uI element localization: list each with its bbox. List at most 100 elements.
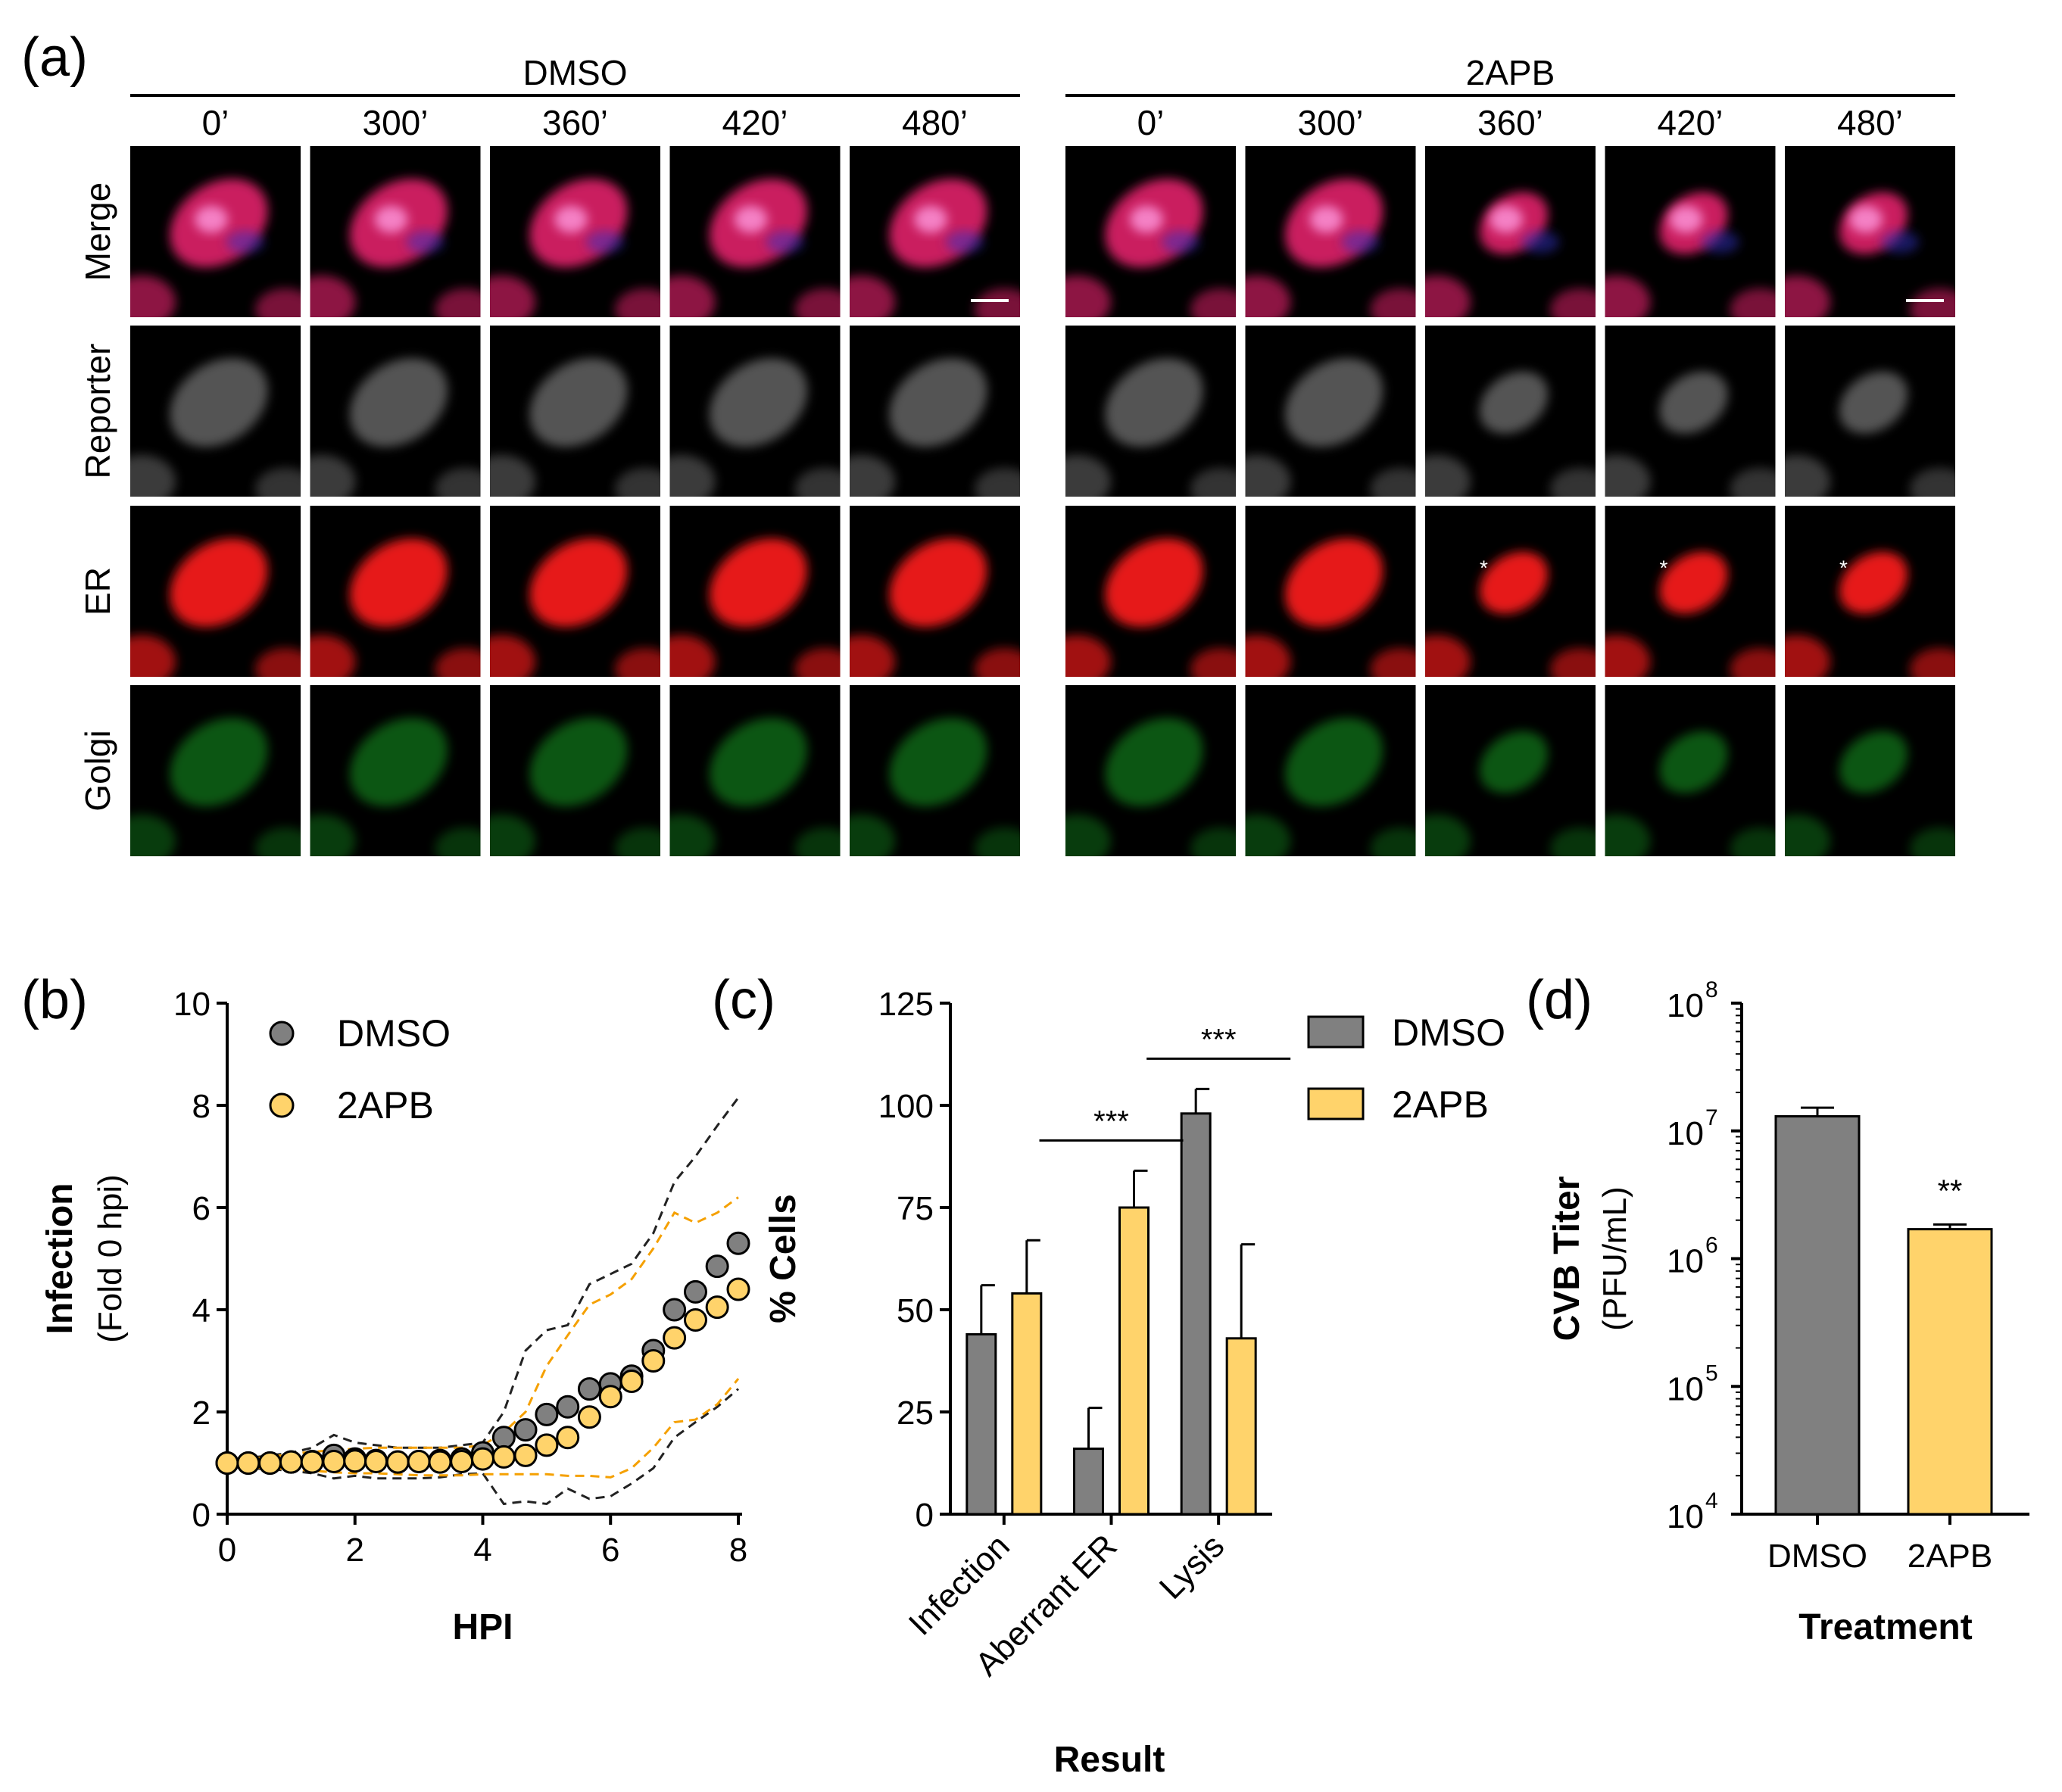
tile-content <box>1425 192 1596 317</box>
main-cell <box>349 538 448 628</box>
neighbour-cell <box>435 827 481 856</box>
y-tick-label: 10 4 <box>1667 1488 1718 1535</box>
neighbour-cell <box>1190 288 1236 317</box>
x-tick-label: 0 <box>218 1532 236 1569</box>
micrograph-tile-dmso-er-0 <box>130 506 301 677</box>
merge-highlight <box>1849 205 1883 233</box>
micrograph-tile-2apb-reporter-1 <box>1245 326 1416 497</box>
neighbour-cell <box>1190 827 1236 856</box>
neighbour-cell <box>975 288 1020 317</box>
neighbour-cell <box>1730 288 1776 317</box>
legend-label-dmso: DMSO <box>337 1012 451 1055</box>
neighbour-cell <box>1730 827 1776 856</box>
neighbour-cell <box>1605 815 1651 856</box>
data-point-2apb <box>450 1449 474 1473</box>
data-point-2apb <box>705 1295 729 1320</box>
micrograph-tile-dmso-golgi-4 <box>850 685 1020 856</box>
neighbour-cell <box>130 635 176 677</box>
merge-blue <box>1162 230 1199 254</box>
main-cell <box>1659 371 1728 434</box>
micrograph-tile-dmso-er-3 <box>669 506 841 677</box>
tile-content <box>310 538 481 677</box>
merge-highlight <box>1130 205 1163 233</box>
main-cell <box>1284 718 1384 807</box>
neighbour-cell <box>1550 648 1596 677</box>
neighbour-cell <box>1065 815 1111 856</box>
x-tick-label: DMSO <box>1767 1538 1867 1575</box>
row-label-golgi: Golgi <box>78 730 117 811</box>
main-cell <box>1284 538 1384 628</box>
merge-blue <box>1341 230 1380 254</box>
merge-highlight <box>554 205 588 233</box>
tile-content <box>669 179 841 317</box>
neighbour-cell <box>435 648 481 677</box>
tile-content <box>1245 179 1416 317</box>
neighbour-cell <box>1370 827 1416 856</box>
data-point-2apb <box>598 1385 622 1409</box>
neighbour-cell <box>669 815 716 856</box>
neighbour-cell <box>255 648 301 677</box>
tile-content <box>310 358 481 497</box>
data-point-2apb <box>491 1445 516 1469</box>
merge-highlight <box>195 205 228 233</box>
y-tick-label: 0 <box>916 1497 934 1534</box>
neighbour-cell <box>1910 648 1955 677</box>
y-tick-base: 10 <box>1667 1115 1704 1152</box>
y-tick-base: 10 <box>1667 1498 1704 1535</box>
tile-content <box>490 718 660 856</box>
neighbour-cell <box>1065 276 1111 317</box>
ci-band-upper-dmso <box>226 1097 740 1462</box>
time-label: 360’ <box>1477 103 1543 142</box>
neighbour-cell <box>310 815 356 856</box>
data-point-dmso <box>726 1231 750 1255</box>
panel-b-chart: (b) 0 2 4 6 8 10 0 2 4 6 8 HPI Infection (Fold 0 hpi)… <box>21 970 750 1647</box>
main-cell <box>170 358 268 447</box>
tile-content <box>490 179 660 317</box>
neighbour-cell <box>615 288 660 317</box>
main-cell <box>1479 371 1549 434</box>
neighbour-cell <box>1550 827 1596 856</box>
main-cell <box>170 538 268 628</box>
data-point-dmso <box>663 1298 687 1322</box>
tile-content <box>1605 371 1776 497</box>
micrograph-tile-2apb-merge-2 <box>1425 146 1596 317</box>
main-cell <box>529 718 628 807</box>
panel-a-label: (a) <box>21 27 88 88</box>
y-tick-label: 75 <box>897 1190 934 1227</box>
y-tick-base: 10 <box>1667 987 1704 1024</box>
time-label: 0’ <box>202 103 229 142</box>
y-tick-label: 25 <box>897 1395 934 1432</box>
neighbour-cell <box>130 815 176 856</box>
significance-label: ** <box>1938 1173 1963 1208</box>
neighbour-cell <box>1730 648 1776 677</box>
data-point-2apb <box>343 1449 367 1473</box>
merge-blue <box>226 230 264 254</box>
neighbour-cell <box>669 455 716 497</box>
neighbour-cell <box>615 827 660 856</box>
tile-content <box>1785 371 1955 497</box>
x-tick-label: 4 <box>473 1532 491 1569</box>
neighbour-cell <box>1425 455 1471 497</box>
tile-content <box>130 718 301 856</box>
neighbour-cell <box>310 635 356 677</box>
neighbour-cell <box>1730 468 1776 497</box>
x-tick-label: 6 <box>601 1532 619 1569</box>
data-point-dmso <box>705 1254 729 1279</box>
tile-content: * <box>1605 551 1776 677</box>
merge-blue <box>1881 230 1919 254</box>
y-tick-label: 100 <box>878 1088 934 1125</box>
micrograph-tile-dmso-golgi-3 <box>669 685 841 856</box>
data-point-2apb <box>385 1450 410 1474</box>
micrograph-tile-dmso-merge-4 <box>850 146 1020 317</box>
micrograph-tile-2apb-merge-1 <box>1245 146 1416 317</box>
micrograph-tile-dmso-golgi-2 <box>490 685 660 856</box>
ci-band-lower-dmso <box>226 1388 739 1506</box>
neighbour-cell <box>1785 455 1830 497</box>
tile-content <box>130 538 301 677</box>
tile-content: * <box>1785 551 1955 677</box>
micrograph-tile-2apb-reporter-0 <box>1065 326 1236 497</box>
data-point-2apb <box>513 1443 538 1467</box>
panel-c-label: (c) <box>712 970 775 1030</box>
merge-blue <box>766 230 804 254</box>
